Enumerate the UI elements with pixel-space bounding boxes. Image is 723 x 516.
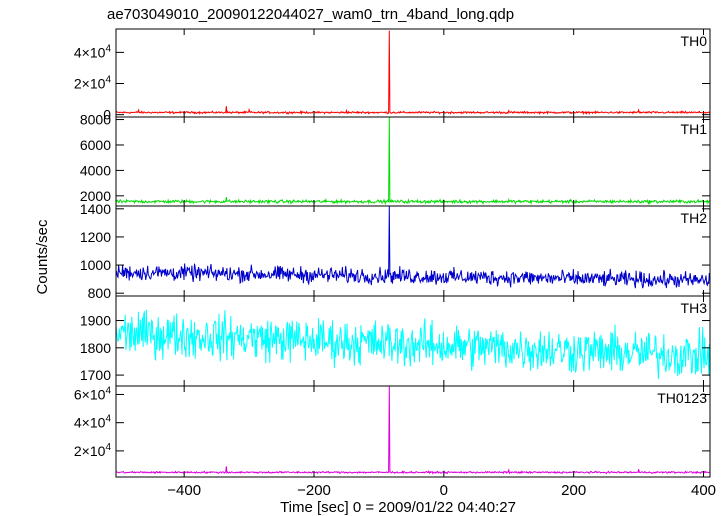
panel-th2: 800 1000 1200 1400 TH2 (80, 201, 711, 301)
y-tick-label-mantissa: 2×10 (74, 76, 106, 92)
y-tick-label: 2×104 (74, 442, 112, 459)
y-tick-label-exponent: 4 (105, 442, 111, 453)
panel-frame (115, 116, 711, 207)
y-tick-label-mantissa: 2×10 (74, 443, 106, 459)
panel-th1: 2000 4000 6000 8000 TH1 (80, 112, 711, 207)
x-tick-label: 0 (440, 482, 448, 499)
y-tick-label-mantissa: 4000 (80, 162, 111, 178)
x-axis-label: Time [sec] 0 = 2009/01/22 04:40:27 (280, 499, 516, 516)
y-tick-label-mantissa: 1000 (80, 257, 111, 273)
y-tick-label: 8000 (80, 112, 111, 128)
y-tick-label: 6000 (80, 137, 111, 153)
x-tick-label: 400 (691, 482, 716, 499)
y-tick-label-mantissa: 2000 (80, 188, 111, 204)
y-tick-label: 1800 (80, 340, 111, 356)
y-tick-label-mantissa: 6×10 (74, 386, 106, 402)
y-tick-label-mantissa: 0 (103, 107, 111, 123)
series-th2 (116, 206, 710, 289)
series-th3 (116, 309, 710, 380)
panel-label: TH0123 (657, 390, 707, 406)
y-tick-label: 0 (103, 107, 111, 123)
panel-label: TH1 (681, 121, 708, 137)
y-tick-label-mantissa: 1900 (80, 313, 111, 329)
panel-frame (115, 205, 711, 297)
y-tick-label-mantissa: 8000 (80, 112, 111, 128)
y-tick-label: 6×104 (74, 385, 112, 402)
x-tick-label: −200 (297, 482, 331, 499)
panel-frame (115, 28, 711, 118)
y-tick-label: 1000 (80, 257, 111, 273)
y-tick-label-exponent: 4 (105, 385, 111, 396)
y-tick-label-mantissa: 1200 (80, 229, 111, 245)
y-tick-label: 4×104 (74, 43, 112, 60)
y-tick-label: 1700 (80, 367, 111, 383)
y-tick-label: 2×104 (74, 75, 112, 92)
series-th0 (116, 30, 710, 116)
y-tick-label: 4000 (80, 162, 111, 178)
y-tick-label-mantissa: 800 (88, 285, 112, 301)
panel-label: TH2 (681, 210, 708, 226)
y-tick-label-mantissa: 4×10 (74, 44, 106, 60)
y-tick-label: 1400 (80, 201, 111, 217)
panel-label: TH0 (681, 33, 708, 49)
y-tick-label-exponent: 4 (105, 43, 111, 54)
panel-th3: 1700 1800 1900 TH3 (80, 295, 711, 387)
panel-label: TH3 (681, 300, 708, 316)
series-th0123 (116, 386, 710, 475)
y-tick-label: 2000 (80, 188, 111, 204)
y-tick-label: 1200 (80, 229, 111, 245)
y-tick-label-exponent: 4 (105, 75, 111, 86)
y-tick-label-mantissa: 1400 (80, 201, 111, 217)
y-tick-label: 800 (88, 285, 112, 301)
y-tick-label-mantissa: 4×10 (74, 415, 106, 431)
series-th1 (116, 117, 710, 206)
x-tick-label: −400 (167, 482, 201, 499)
y-tick-label-mantissa: 6000 (80, 137, 111, 153)
y-tick-label-mantissa: 1800 (80, 340, 111, 356)
y-tick-label: 1900 (80, 313, 111, 329)
y-tick-label: 4×104 (74, 414, 112, 431)
y-tick-label-exponent: 4 (105, 414, 111, 425)
y-tick-label-mantissa: 1700 (80, 367, 111, 383)
chart-title: ae703049010_20090122044027_wam0_trn_4ban… (107, 6, 514, 23)
panel-frame (115, 385, 711, 478)
y-axis-label: Counts/sec (34, 219, 51, 295)
x-tick-label: 200 (561, 482, 586, 499)
